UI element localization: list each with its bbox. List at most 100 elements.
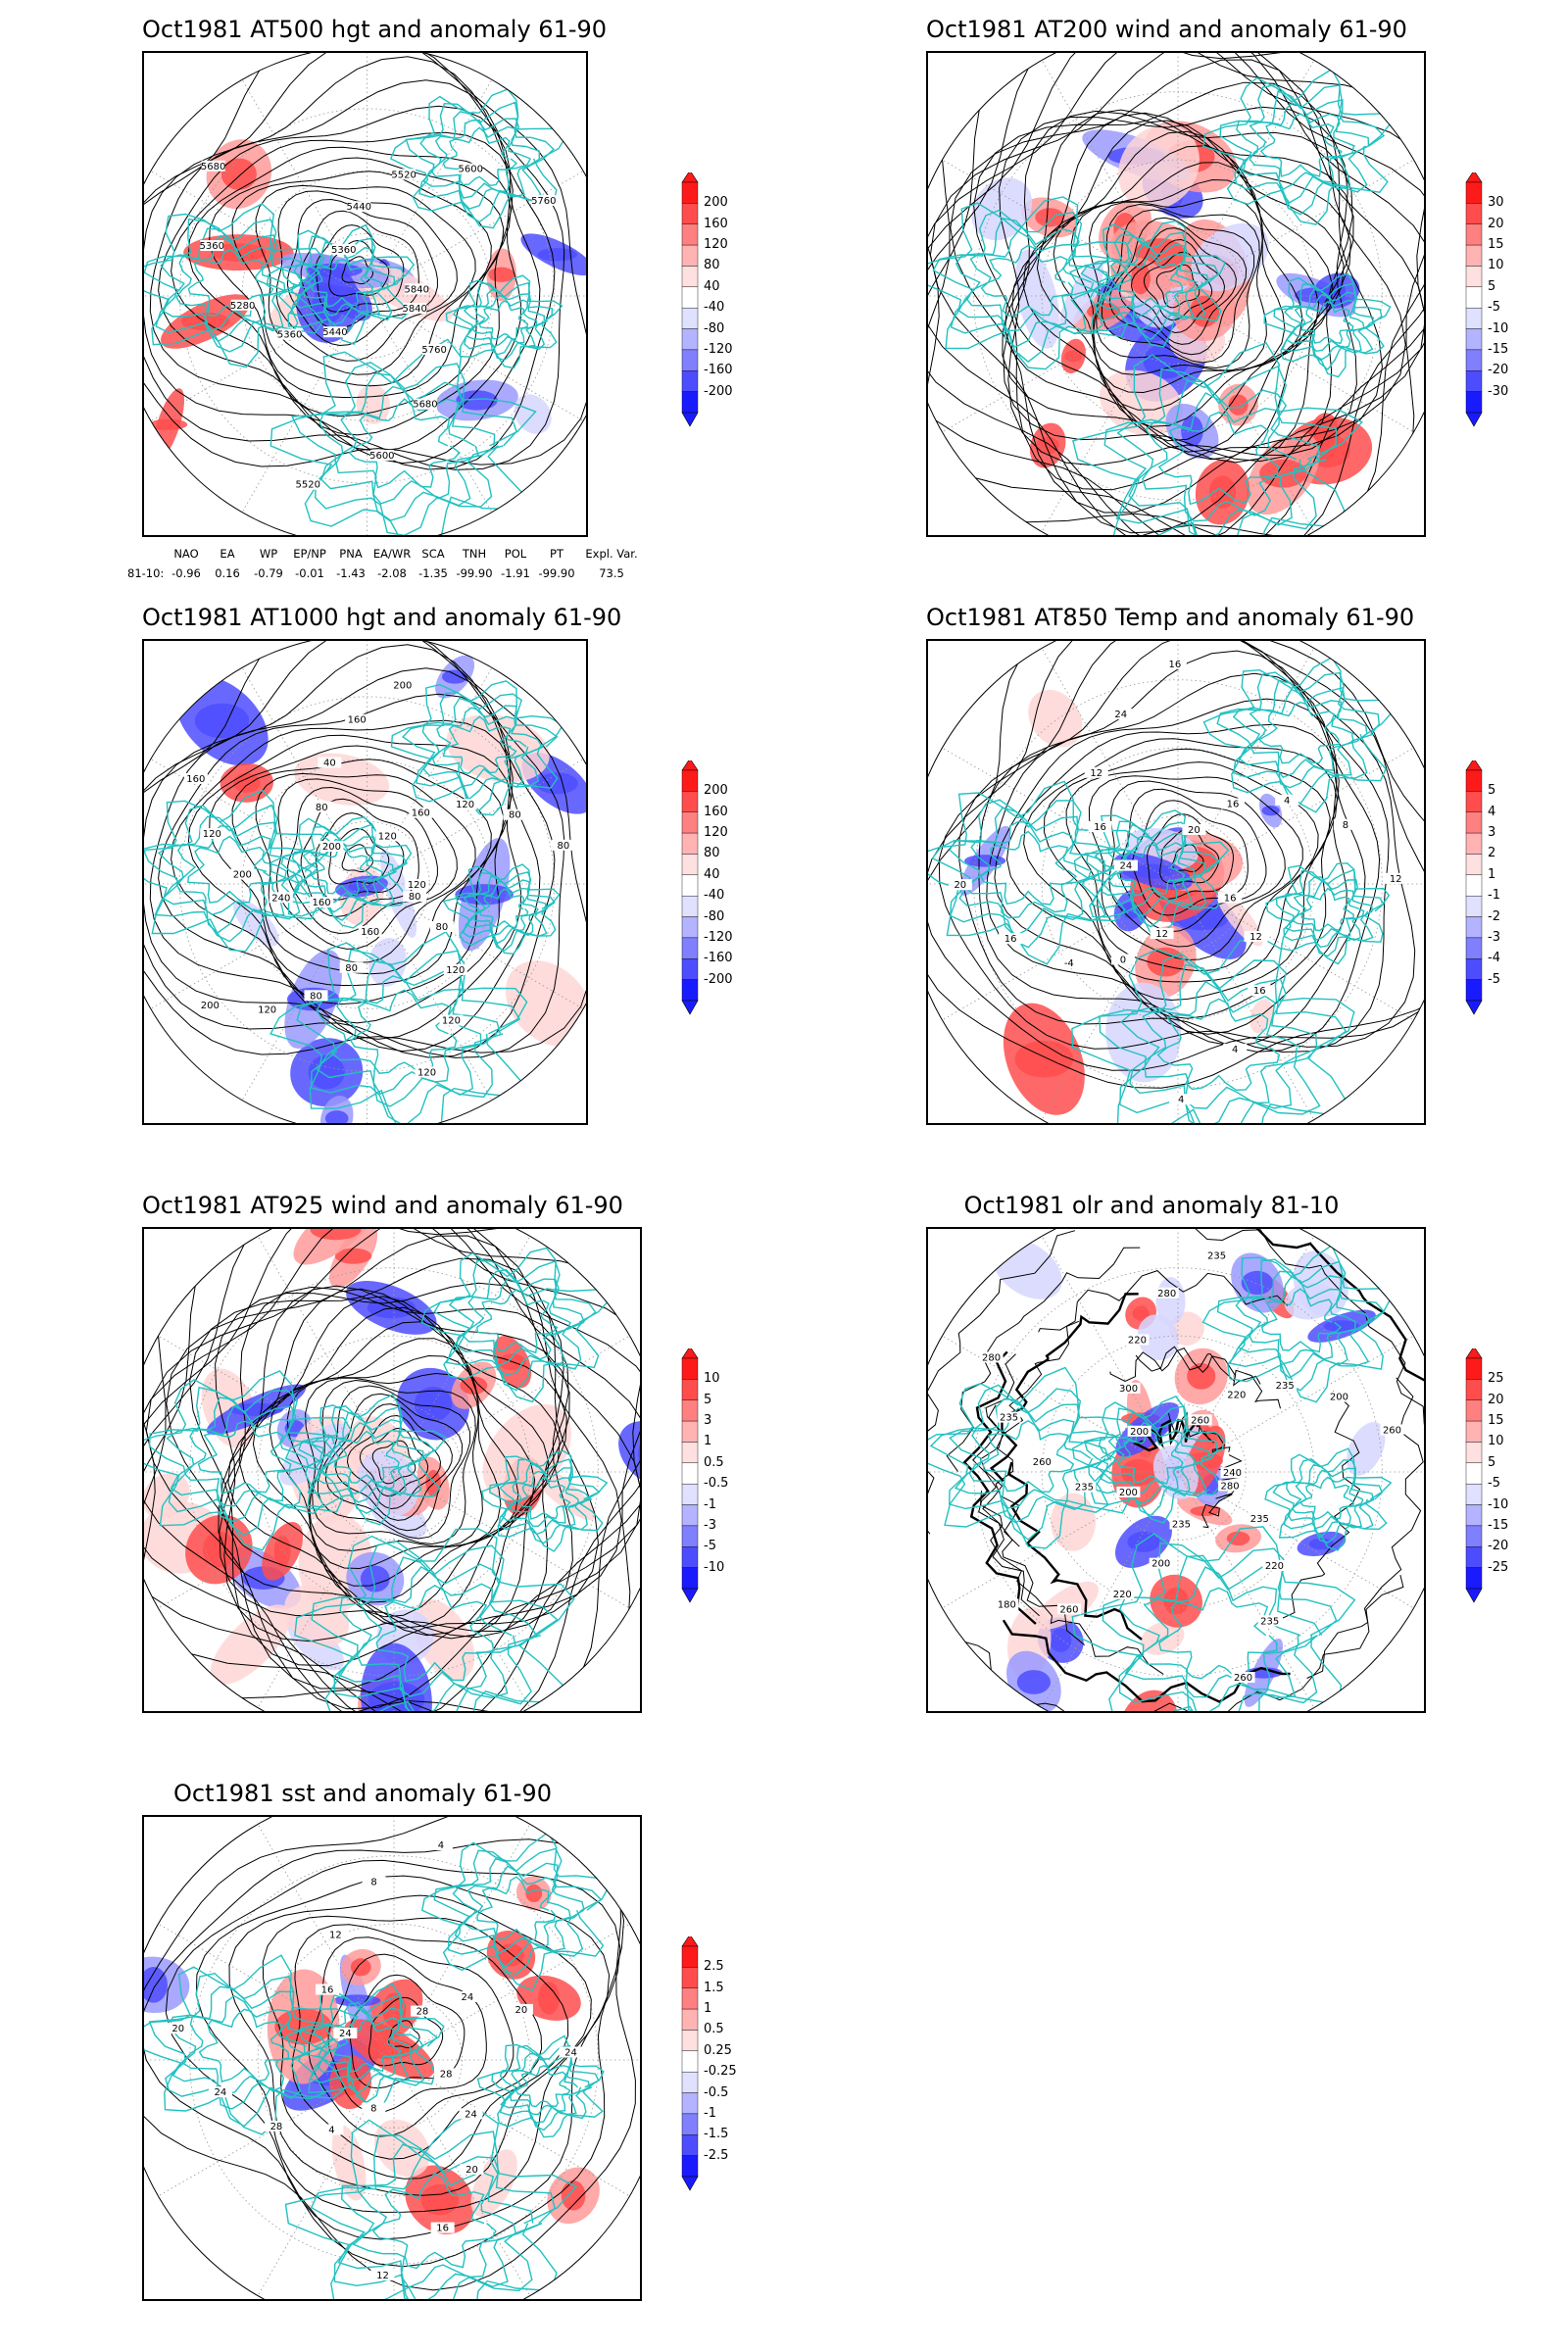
colorbar-tick-label: -120: [704, 341, 733, 357]
colorbar-tick-label: 3: [1488, 825, 1496, 841]
coastline: [175, 234, 286, 331]
colorbar-tick-label: -5: [704, 1539, 716, 1554]
anomaly-blob-core: [963, 855, 1006, 867]
colorbar-swatch: [681, 1462, 699, 1485]
contour-label-bg: [453, 799, 477, 810]
anomaly-blob-core: [456, 390, 498, 411]
colorbar: 25 20 15 10 5 -5 -10 -15 -20 -25: [1460, 1348, 1529, 1623]
coastline: [1080, 231, 1220, 341]
contour-label: 160: [313, 898, 331, 908]
contour: [1159, 828, 1220, 885]
index-value: -0.79: [254, 566, 283, 580]
index-value: -1.35: [418, 566, 448, 580]
colorbar-swatch: [681, 916, 699, 939]
anomaly-blob-core: [334, 1248, 372, 1264]
colorbar-tick-label: 80: [704, 258, 720, 273]
colorbar-arrow-bottom: [681, 412, 699, 427]
coastline: [1300, 301, 1354, 345]
contour-label-bg: [434, 2068, 459, 2080]
anomaly-shading: [175, 655, 586, 1123]
contour-label-bg: [429, 920, 454, 932]
contour: [1065, 761, 1319, 972]
colorbar-tick-label: 160: [704, 216, 728, 231]
contour-label-bg: [413, 398, 437, 410]
index-value: -99.90: [456, 566, 493, 580]
anomaly-blob: [284, 1585, 350, 1648]
contour-label: 20: [466, 2165, 478, 2176]
colorbar-tick-label: -10: [1488, 1496, 1509, 1512]
anomaly-blob-core: [220, 158, 257, 190]
coastline: [1263, 272, 1392, 378]
colorbar-arrow-top: [681, 1348, 699, 1359]
colorbar-tick-label: -2.5: [704, 2147, 729, 2163]
contour: [327, 1953, 487, 2113]
contour-label-bg: [1162, 658, 1187, 669]
anomaly-blob: [1051, 1493, 1097, 1551]
colorbar-tick-label: -1: [1488, 888, 1500, 904]
contour: [1109, 1347, 1261, 1387]
contour: [1152, 1229, 1424, 1401]
colorbar-tick-label: 0.25: [704, 2042, 732, 2058]
contour-label-bg: [428, 1839, 453, 1851]
contour-label-bg: [319, 2124, 344, 2135]
anomaly-blob-core: [1127, 1531, 1160, 1552]
coastline: [389, 88, 567, 229]
coastline: [929, 1384, 1121, 1541]
contour-label: 5600: [369, 451, 394, 462]
coastline: [1286, 1463, 1375, 1539]
contour: [187, 146, 512, 417]
contour-label: 5840: [402, 304, 426, 315]
colorbar-swatch: [681, 2008, 699, 2031]
colorbar-swatch: [681, 2092, 699, 2115]
contour-label-bg: [1224, 1389, 1249, 1400]
contour: [979, 1404, 1086, 1645]
coastline: [963, 820, 1092, 919]
anomaly-blob: [373, 2119, 430, 2178]
streamline: [220, 1288, 567, 1637]
colorbar-tick-label: -1: [704, 2105, 716, 2121]
panel-title: Oct1981 AT1000 hgt and anomaly 61-90: [142, 604, 622, 631]
colorbar-tick-label: 5: [704, 1392, 712, 1407]
coastline: [1157, 412, 1280, 506]
contour-label: 20: [515, 2005, 528, 2016]
contour-label-bg: [369, 449, 394, 461]
contour-label-bg: [230, 868, 255, 880]
colorbar-tick-label: 5: [1488, 783, 1496, 799]
colorbar-swatch: [681, 2071, 699, 2093]
streamline: [1002, 109, 1354, 464]
contour-label-bg: [1125, 1334, 1150, 1346]
streamline: [1011, 120, 1345, 453]
contour-label-bg: [1182, 823, 1206, 835]
colorbar-tick-label: -10: [1488, 320, 1509, 336]
streamline: [215, 1282, 573, 1642]
colorbar-swatch: [681, 1399, 699, 1422]
contour-label-bg: [277, 328, 302, 340]
contour-label: 5760: [421, 345, 446, 356]
index-value: -0.96: [172, 566, 201, 580]
colorbar-swatch: [1465, 874, 1483, 897]
contour: [195, 1875, 611, 2213]
colorbar-swatch: [681, 1357, 699, 1380]
colorbar-arrow-top: [1465, 172, 1483, 183]
contour-label-bg: [1333, 818, 1357, 830]
contour: [928, 1230, 1076, 1535]
contour-label-bg: [979, 1351, 1004, 1363]
panel-at1000: Oct1981 AT1000 hgt and anomaly 61-90 80 8…: [0, 588, 745, 1176]
coastline: [1072, 342, 1363, 535]
anomaly-blob-core: [308, 1054, 345, 1090]
colorbar-swatch: [1465, 266, 1483, 288]
coastline: [1249, 1275, 1357, 1365]
colorbar-swatch: [681, 244, 699, 267]
coastline: [1083, 1405, 1218, 1517]
anomaly-blob-core: [561, 2180, 586, 2211]
map-frame: 280 235 220 235 260 235 200 220 260 180 200 235 260 2…: [926, 1227, 1426, 1713]
streamline: [238, 1306, 550, 1618]
anomaly-blob: [1118, 1690, 1178, 1711]
streamline: [1004, 112, 1351, 461]
contour-label: 260: [1191, 1415, 1209, 1426]
anomaly-blob-core: [310, 1229, 362, 1241]
contour-label: 20: [172, 2024, 184, 2034]
colorbar: 10 5 3 1 0.5 -0.5 -1 -3 -5 -10: [676, 1348, 745, 1623]
polar-map: 28 24 20 16 12 8 4 28 24 20 24 16 12 8 4 28 24 20 24: [144, 1817, 640, 2299]
colorbar-tick-label: -200: [704, 383, 733, 399]
